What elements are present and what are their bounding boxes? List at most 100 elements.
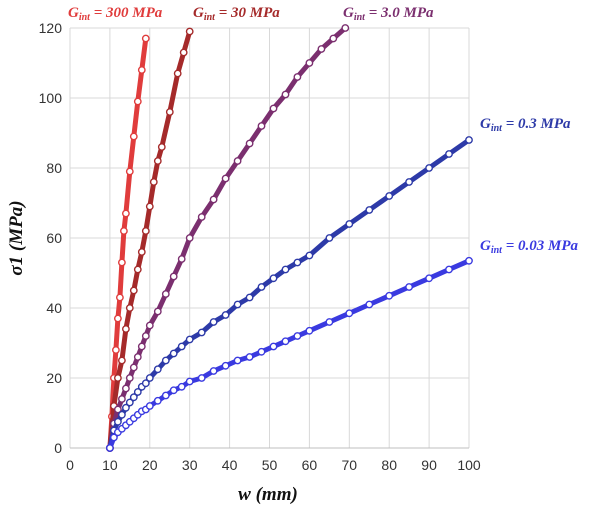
y-tick-label: 60	[46, 230, 62, 246]
data-point	[125, 167, 134, 176]
data-point	[245, 139, 254, 148]
data-point	[405, 178, 413, 186]
data-point	[209, 367, 218, 375]
data-point	[141, 379, 150, 388]
data-point	[269, 342, 278, 351]
data-point	[120, 227, 128, 235]
data-point	[325, 318, 334, 326]
data-point	[114, 417, 122, 426]
series-line	[107, 258, 472, 451]
data-point	[133, 97, 142, 106]
x-tick-label: 10	[102, 457, 118, 473]
data-point	[185, 234, 194, 242]
data-point	[122, 384, 130, 393]
y-tick-label: 80	[46, 160, 62, 176]
data-point	[145, 374, 154, 382]
x-tick-label: 50	[262, 457, 278, 473]
series-label: Gint = 0.03 MPa	[480, 238, 579, 256]
data-point	[281, 265, 290, 274]
x-tick-label: 30	[182, 457, 198, 473]
x-tick-label: 80	[381, 457, 397, 473]
data-point	[153, 157, 162, 165]
series-labels: Gint = 300 MPa Gint = 30 MPa Gint = 3.0 MP…	[68, 5, 579, 256]
data-point	[125, 374, 134, 382]
data-point	[197, 328, 206, 337]
data-point	[118, 410, 126, 419]
data-point	[145, 402, 154, 410]
data-point	[245, 293, 254, 302]
data-point	[269, 104, 278, 113]
data-point	[185, 335, 194, 344]
data-point	[165, 108, 174, 116]
data-point	[133, 353, 142, 361]
data-point	[257, 122, 266, 130]
data-point	[116, 293, 124, 302]
x-tick-label: 20	[142, 457, 158, 473]
data-point	[445, 265, 453, 274]
data-point	[445, 150, 453, 158]
data-point	[153, 396, 162, 405]
data-point	[114, 314, 122, 323]
data-point	[329, 34, 338, 43]
data-point	[425, 274, 433, 283]
grid-lines	[69, 27, 470, 449]
data-point	[114, 405, 122, 414]
data-point	[122, 325, 130, 333]
data-point	[173, 69, 182, 78]
x-axis-title: w (mm)	[238, 484, 298, 505]
data-point	[305, 251, 314, 260]
x-tick-label: 100	[457, 457, 481, 473]
data-point	[233, 157, 242, 165]
data-point	[221, 311, 230, 319]
series-4	[106, 136, 473, 452]
series-label: Gint = 300 MPa	[68, 5, 163, 23]
data-point	[385, 192, 394, 200]
data-point	[341, 24, 350, 32]
x-tick-label: 90	[421, 457, 437, 473]
x-tick-label: 0	[66, 457, 74, 473]
data-point	[305, 59, 314, 67]
data-point	[345, 220, 354, 228]
data-point	[209, 195, 218, 204]
data-point	[169, 349, 178, 358]
data-point	[133, 265, 142, 274]
data-point	[257, 347, 266, 356]
data-point	[221, 174, 230, 183]
data-point	[118, 356, 126, 365]
data-point	[293, 258, 302, 267]
data-point	[179, 48, 188, 57]
data-point	[365, 206, 374, 214]
series-layer	[106, 24, 473, 452]
data-point	[149, 178, 158, 186]
series-label: Gint = 0.3 MPa	[480, 116, 571, 134]
data-point	[385, 291, 394, 300]
data-point	[169, 386, 178, 395]
data-point	[161, 290, 170, 298]
series-5	[106, 256, 473, 452]
data-point	[112, 346, 120, 354]
data-point	[325, 234, 334, 242]
data-point	[129, 393, 138, 402]
y-tick-label: 20	[46, 370, 62, 386]
series-label: Gint = 3.0 MPa	[343, 5, 434, 23]
data-point	[153, 365, 162, 374]
data-point	[185, 27, 194, 36]
data-point	[465, 256, 473, 265]
data-point	[129, 363, 138, 372]
data-point	[317, 45, 326, 53]
data-point	[281, 337, 290, 346]
data-point	[114, 374, 122, 382]
data-point	[345, 309, 354, 318]
series-label: Gint = 30 MPa	[193, 5, 280, 23]
data-point	[293, 73, 302, 81]
data-point	[153, 307, 162, 316]
data-point	[145, 321, 154, 330]
data-point	[125, 304, 134, 312]
data-point	[209, 318, 218, 326]
data-point	[122, 209, 130, 218]
y-tick-label: 120	[39, 20, 63, 36]
data-point	[118, 258, 126, 267]
data-point	[221, 361, 230, 370]
data-point	[122, 403, 130, 412]
